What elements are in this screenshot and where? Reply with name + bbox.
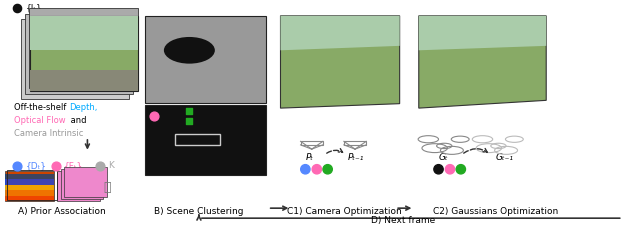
Text: {Fₜ}: {Fₜ} (64, 161, 83, 170)
Text: still: still (209, 106, 221, 112)
Polygon shape (61, 169, 103, 199)
Text: Depth,: Depth, (70, 103, 98, 111)
Point (456, 168, 466, 171)
Text: Off-the-shelf: Off-the-shelf (14, 103, 69, 111)
Text: D) Next frame: D) Next frame (371, 216, 435, 225)
Text: Cₜ: Cₜ (198, 108, 207, 117)
FancyArrowPatch shape (326, 149, 342, 153)
Polygon shape (4, 190, 54, 196)
Polygon shape (4, 179, 54, 185)
Ellipse shape (164, 37, 215, 64)
Polygon shape (30, 16, 138, 91)
Polygon shape (419, 16, 546, 108)
Text: Cₜ: Cₜ (198, 118, 207, 127)
Polygon shape (145, 16, 266, 103)
Text: A) Prior Association: A) Prior Association (18, 207, 106, 216)
Point (323, 168, 333, 171)
Text: Pₜ₋₁: Pₜ₋₁ (348, 153, 364, 162)
Text: Fₜ: Fₜ (163, 111, 171, 120)
Point (184, 110, 195, 113)
Text: K: K (108, 161, 115, 170)
Point (312, 168, 322, 171)
Polygon shape (4, 185, 54, 190)
Point (300, 168, 310, 171)
Polygon shape (20, 19, 129, 99)
Text: {Iₜ}: {Iₜ} (26, 4, 42, 12)
Polygon shape (30, 16, 138, 50)
Polygon shape (29, 8, 138, 88)
FancyArrowPatch shape (464, 148, 487, 153)
Polygon shape (4, 171, 54, 202)
Polygon shape (4, 196, 54, 202)
Text: moving: moving (209, 116, 234, 122)
Text: C1) Camera Optimization: C1) Camera Optimization (287, 207, 401, 216)
Text: 📷: 📷 (104, 180, 111, 194)
Point (433, 168, 444, 171)
Polygon shape (4, 174, 54, 179)
Text: Camera Intrinsic: Camera Intrinsic (14, 129, 83, 138)
Text: {Dₜ}: {Dₜ} (26, 161, 47, 170)
Polygon shape (58, 171, 100, 202)
Polygon shape (280, 16, 399, 108)
Polygon shape (64, 167, 106, 197)
Point (51, 164, 61, 168)
Polygon shape (419, 16, 546, 50)
Point (12, 164, 22, 168)
Point (445, 168, 455, 171)
Text: Optical Flow: Optical Flow (14, 116, 66, 125)
Text: Gₜ: Gₜ (438, 153, 448, 162)
Polygon shape (145, 105, 266, 175)
Point (95, 164, 105, 168)
Point (184, 120, 195, 123)
Text: B) Scene Clustering: B) Scene Clustering (154, 207, 244, 216)
Text: Pₜ: Pₜ (306, 153, 314, 162)
Text: and: and (68, 116, 86, 125)
Text: Gₜ₋₁: Gₜ₋₁ (495, 153, 513, 162)
Polygon shape (25, 14, 133, 94)
Point (12, 6, 22, 10)
Polygon shape (280, 16, 399, 50)
Polygon shape (30, 70, 138, 91)
Point (149, 114, 159, 118)
Text: C2) Gaussians Optimization: C2) Gaussians Optimization (433, 207, 558, 216)
